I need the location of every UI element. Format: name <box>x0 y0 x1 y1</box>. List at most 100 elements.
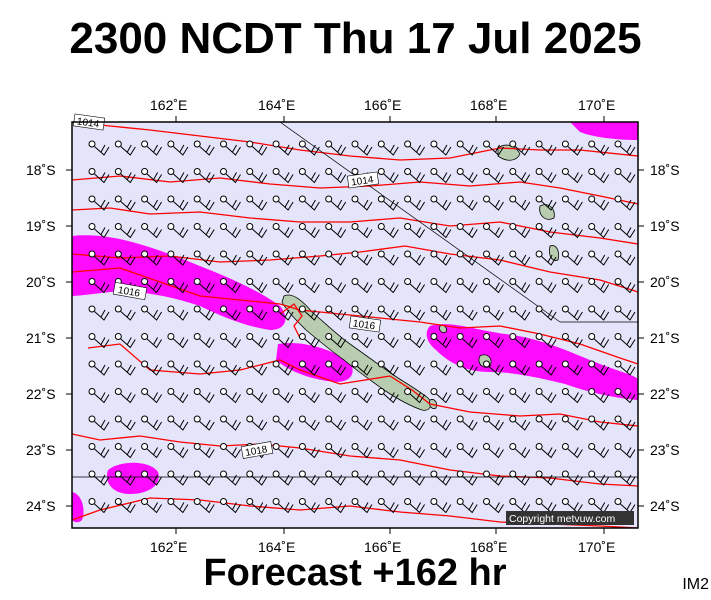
wind-barb <box>246 470 268 486</box>
wind-barb <box>377 195 399 211</box>
wind-barb <box>430 498 452 514</box>
wind-barb <box>88 305 110 321</box>
wind-barb <box>114 443 136 459</box>
wind-barb <box>167 415 189 431</box>
isobar-label-1018: 1018 <box>244 444 268 459</box>
wind-barb <box>88 333 110 349</box>
wind-barb <box>535 388 557 404</box>
isobar-label-1014-b: 1014 <box>351 175 375 189</box>
wind-barb <box>88 168 110 184</box>
rain-areas <box>72 122 638 523</box>
wind-barb <box>561 470 583 486</box>
wind-barb <box>404 140 426 156</box>
wind-barb <box>141 140 163 156</box>
wind-barb <box>193 250 215 266</box>
new-caledonia-island <box>281 294 432 411</box>
wind-barb <box>298 250 320 266</box>
lat-label-21-left: 21˚S <box>26 330 56 346</box>
longitude-labels-top: 162˚E 164˚E 166˚E 168˚E 170˚E <box>150 97 615 113</box>
vanuatu-island-3 <box>549 245 559 261</box>
wind-barb <box>588 223 610 239</box>
wind-barb <box>456 278 478 294</box>
rain-patch-southwest <box>106 462 159 494</box>
wind-barb <box>535 278 557 294</box>
wind-barb <box>114 305 136 321</box>
wind-barb <box>614 250 636 266</box>
wind-barb <box>561 140 583 156</box>
wind-barb <box>614 168 636 184</box>
wind-barb <box>325 333 347 349</box>
wind-barb <box>272 305 294 321</box>
wind-barb <box>404 278 426 294</box>
wind-barb <box>325 498 347 514</box>
wind-barb <box>298 443 320 459</box>
wind-barb <box>561 250 583 266</box>
wind-barb <box>167 333 189 349</box>
lon-label-168-bottom: 168˚E <box>470 539 507 555</box>
wind-barb <box>483 443 504 459</box>
wind-barb <box>483 333 504 349</box>
wind-barb <box>377 168 399 184</box>
wind-barb <box>298 223 320 239</box>
wind-barb <box>404 470 426 486</box>
wind-barb <box>351 223 373 239</box>
wind-barb <box>325 195 347 211</box>
wind-barb <box>298 195 320 211</box>
wind-barb <box>351 195 373 211</box>
lon-label-166-top: 166˚E <box>364 97 401 113</box>
wind-barb <box>456 333 478 349</box>
wind-barb <box>272 333 294 349</box>
wind-barb <box>509 140 531 156</box>
wind-barb <box>193 278 215 294</box>
wind-barb <box>377 223 399 239</box>
wind-barb <box>588 388 610 404</box>
wind-barb <box>456 223 478 239</box>
wind-barb <box>614 333 636 349</box>
wind-barb <box>509 470 531 486</box>
wind-barb <box>456 360 478 376</box>
forecast-hour-label: Forecast +162 hr <box>203 552 507 594</box>
wind-barb <box>220 305 241 321</box>
wind-barb <box>404 333 426 349</box>
wind-barb <box>298 305 320 321</box>
forecast-time-title: 2300 NCDT Thu 17 Jul 2025 <box>69 14 642 63</box>
wind-barb <box>272 415 294 431</box>
wind-barb <box>220 140 241 156</box>
vanuatu-island-2 <box>539 204 555 220</box>
wind-barb <box>588 140 610 156</box>
lon-label-170-top: 170˚E <box>578 97 615 113</box>
wind-barb <box>246 195 268 211</box>
lon-label-168-top: 168˚E <box>470 97 507 113</box>
wind-barb <box>141 443 163 459</box>
copyright-box <box>506 511 634 525</box>
isobar-label-1014-a: 1014 <box>76 116 100 130</box>
wind-barb <box>220 250 241 266</box>
wind-barb <box>535 360 557 376</box>
wind-barb <box>535 195 557 211</box>
isobar-label-1016-b: 1016 <box>352 318 376 332</box>
lat-label-24-left: 24˚S <box>26 498 56 514</box>
wind-barb <box>167 140 189 156</box>
wind-barb <box>167 168 189 184</box>
wind-barb <box>193 140 215 156</box>
wind-barb <box>561 168 583 184</box>
wind-barb <box>614 470 636 486</box>
wind-barb <box>430 278 452 294</box>
map-frame <box>71 121 639 529</box>
wind-barb <box>377 498 399 514</box>
wind-barb <box>88 360 110 376</box>
wind-barb <box>272 168 294 184</box>
wind-barb <box>298 168 320 184</box>
wind-barb <box>377 278 399 294</box>
wind-barb <box>246 388 268 404</box>
wind-barb <box>272 140 294 156</box>
wind-barb <box>614 140 636 156</box>
rain-band-east <box>426 324 638 400</box>
lon-label-170-bottom: 170˚E <box>578 539 615 555</box>
wind-barb <box>561 388 583 404</box>
lon-label-164-top: 164˚E <box>258 97 295 113</box>
wind-barb <box>114 168 136 184</box>
wind-barb <box>377 140 399 156</box>
wind-barb <box>483 278 504 294</box>
lat-label-19-right: 19˚S <box>650 218 680 234</box>
